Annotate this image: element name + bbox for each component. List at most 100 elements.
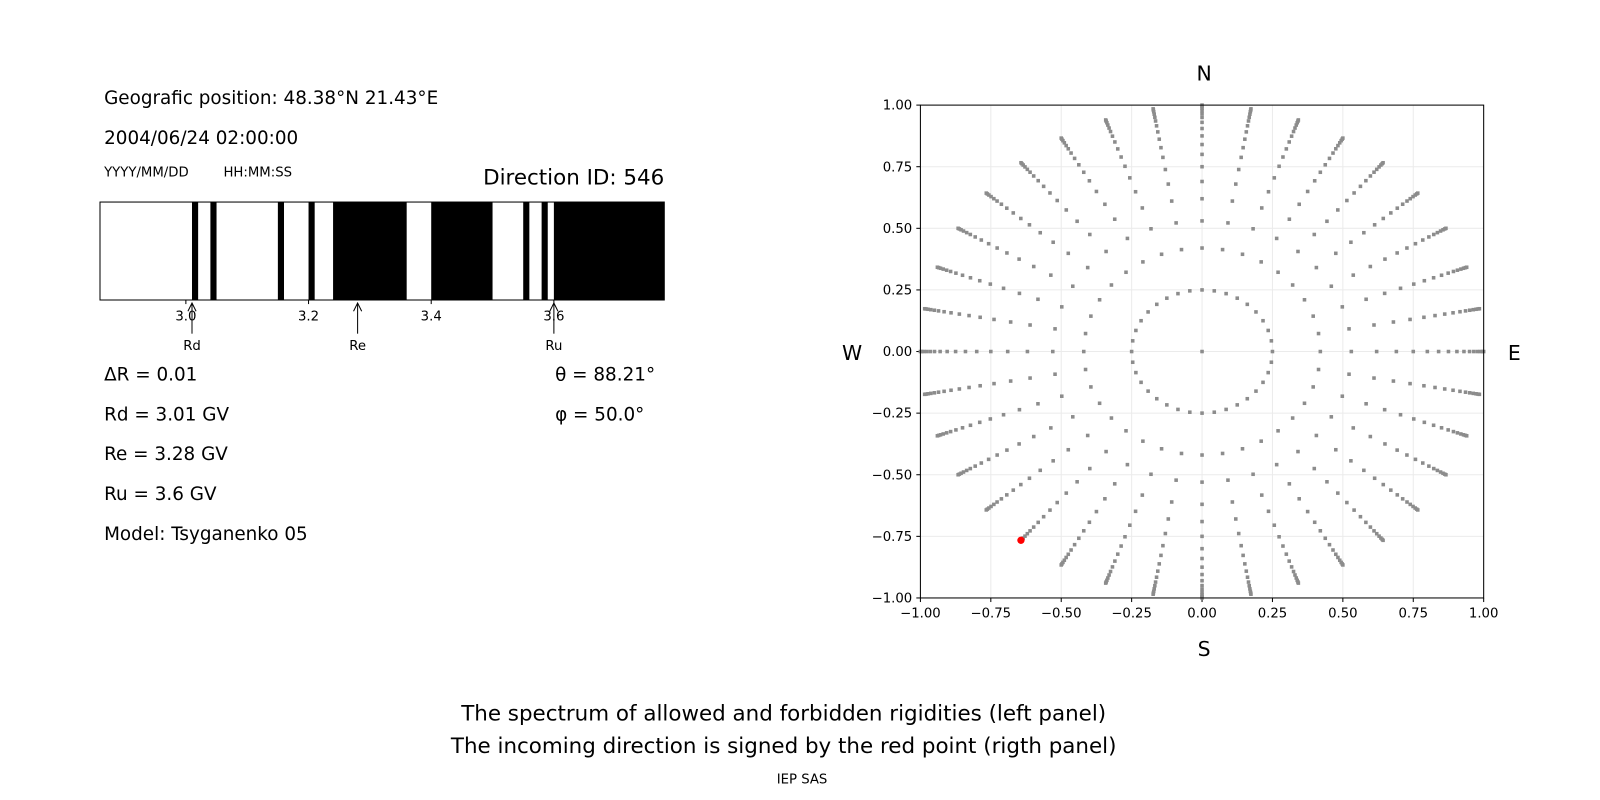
geographic-position: Geografic position: 48.38°N 21.43°E bbox=[104, 88, 438, 109]
direction-point bbox=[1200, 246, 1204, 250]
direction-point bbox=[1422, 315, 1426, 320]
direction-point bbox=[1179, 451, 1184, 456]
direction-point bbox=[1244, 569, 1249, 573]
direction-point bbox=[924, 349, 929, 354]
direction-point bbox=[1463, 309, 1468, 313]
direction-point bbox=[1254, 310, 1258, 314]
direction-point bbox=[1372, 476, 1377, 481]
direction-point bbox=[1478, 349, 1483, 354]
datetime: 2004/06/24 02:00:00 bbox=[104, 128, 298, 149]
direction-point bbox=[1153, 583, 1157, 588]
direction-point bbox=[977, 278, 982, 283]
direction-point bbox=[1139, 318, 1143, 323]
direction-point bbox=[1435, 468, 1440, 473]
direction-point bbox=[1458, 309, 1462, 314]
direction-point bbox=[1422, 278, 1427, 283]
direction-point bbox=[949, 311, 953, 315]
direction-point bbox=[1281, 544, 1285, 548]
direction-point bbox=[1146, 389, 1150, 393]
theta-value: θ = 88.21° bbox=[555, 365, 655, 386]
direction-point bbox=[984, 191, 989, 195]
direction-point bbox=[1358, 514, 1363, 519]
direction-point bbox=[1293, 126, 1297, 130]
incoming-direction-point bbox=[1017, 536, 1025, 544]
direction-point bbox=[1266, 370, 1270, 375]
direction-point bbox=[992, 502, 996, 507]
direction-point bbox=[1290, 283, 1295, 287]
direction-point bbox=[1031, 434, 1036, 439]
direction-point bbox=[1064, 143, 1068, 148]
direction-point bbox=[961, 470, 966, 474]
direction-point bbox=[1115, 147, 1120, 151]
re-value: Re = 3.28 GV bbox=[104, 444, 228, 465]
direction-point bbox=[1251, 227, 1255, 231]
direction-point bbox=[1296, 249, 1300, 254]
direction-point bbox=[1372, 223, 1377, 227]
direction-point bbox=[1411, 282, 1416, 286]
direction-point bbox=[1103, 118, 1108, 122]
direction-point bbox=[932, 308, 937, 313]
direction-point bbox=[1362, 230, 1366, 235]
direction-point bbox=[1420, 238, 1425, 242]
direction-point bbox=[1089, 314, 1093, 318]
direction-point bbox=[1318, 170, 1323, 175]
direction-point bbox=[1103, 581, 1108, 585]
direction-point bbox=[1038, 468, 1043, 473]
direction-point bbox=[1290, 416, 1295, 420]
direction-point bbox=[1467, 308, 1472, 313]
direction-point bbox=[1311, 314, 1315, 318]
direction-point bbox=[1405, 246, 1409, 250]
direction-point bbox=[1103, 497, 1107, 501]
direction-point bbox=[1408, 317, 1412, 322]
direction-point bbox=[1325, 219, 1329, 224]
direction-point bbox=[1405, 500, 1409, 504]
direction-point bbox=[1296, 449, 1300, 454]
direction-point bbox=[979, 461, 984, 465]
direction-point bbox=[1461, 433, 1466, 437]
direction-point bbox=[936, 309, 941, 313]
direction-point bbox=[1364, 520, 1368, 525]
direction-point bbox=[928, 349, 933, 354]
direction-point bbox=[1415, 191, 1420, 195]
direction-point bbox=[1200, 556, 1204, 561]
direction-point bbox=[1451, 429, 1456, 434]
direction-point bbox=[1461, 266, 1466, 271]
direction-point bbox=[1153, 115, 1157, 120]
direction-point bbox=[973, 464, 977, 468]
direction-point bbox=[1464, 265, 1469, 270]
direction-point bbox=[1284, 147, 1289, 151]
direction-point bbox=[1274, 462, 1279, 467]
direction-point bbox=[1064, 491, 1069, 495]
direction-point bbox=[1444, 226, 1448, 231]
direction-point bbox=[1259, 493, 1264, 497]
direction-point bbox=[1005, 448, 1009, 452]
direction-point bbox=[935, 265, 940, 270]
direction-point bbox=[1444, 472, 1448, 477]
direction-point bbox=[1368, 264, 1373, 269]
direction-point bbox=[1128, 176, 1132, 180]
direction-point bbox=[989, 194, 993, 199]
direction-point bbox=[1036, 520, 1040, 525]
direction-point bbox=[1200, 179, 1204, 184]
direction-point bbox=[1245, 302, 1250, 307]
direction-point bbox=[1224, 407, 1228, 412]
direction-point bbox=[957, 387, 962, 391]
direction-point bbox=[1400, 202, 1405, 207]
direction-point bbox=[960, 426, 965, 430]
direction-point bbox=[1400, 497, 1405, 501]
direction-point bbox=[1112, 482, 1117, 486]
direction-point bbox=[1141, 439, 1145, 443]
direction-point bbox=[1200, 587, 1204, 592]
direction-point bbox=[1233, 182, 1238, 186]
direction-point bbox=[1157, 137, 1162, 141]
direction-point bbox=[1151, 107, 1155, 111]
direction-point bbox=[1446, 428, 1450, 432]
direction-point bbox=[1269, 360, 1274, 365]
direction-point bbox=[1272, 523, 1277, 527]
direction-point bbox=[1124, 270, 1128, 275]
direction-point bbox=[1146, 310, 1150, 314]
direction-point bbox=[1176, 291, 1180, 296]
direction-point bbox=[1239, 155, 1243, 160]
direction-point bbox=[1471, 391, 1476, 396]
direction-point bbox=[1001, 286, 1006, 291]
